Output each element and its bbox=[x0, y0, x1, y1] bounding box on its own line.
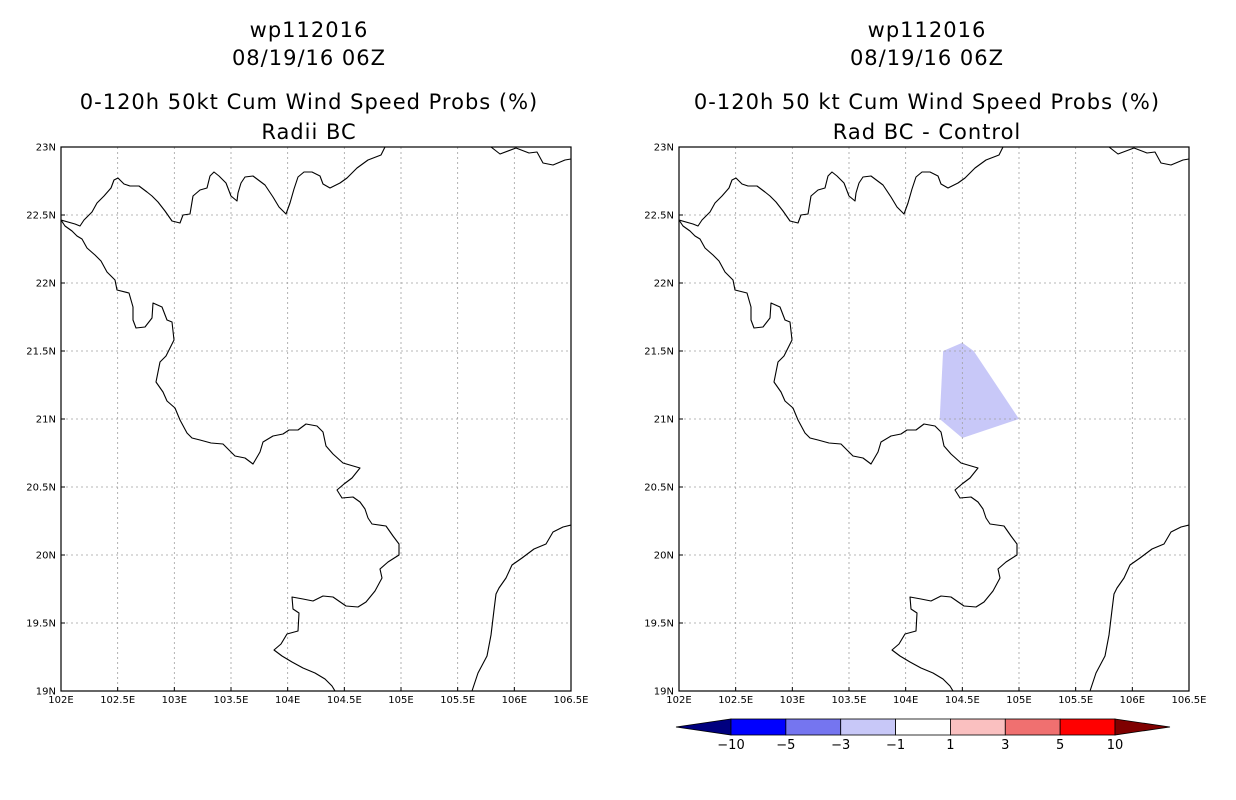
y-tick-label: 21.5N bbox=[644, 347, 674, 358]
colorbar-label: 3 bbox=[1001, 738, 1009, 753]
panel-title-line4: Radii BC bbox=[261, 120, 357, 144]
border-line bbox=[490, 147, 571, 166]
panel-title-line3: 0-120h 50kt Cum Wind Speed Probs (%) bbox=[79, 90, 539, 114]
colorbar-swatch bbox=[730, 718, 787, 736]
x-tick-label: 106.5E bbox=[554, 695, 589, 706]
x-tick-label: 102E bbox=[666, 695, 691, 706]
border-line bbox=[61, 219, 400, 691]
x-tick-label: 105.5E bbox=[440, 695, 475, 706]
colorbar-label: −1 bbox=[886, 738, 905, 753]
colorbar-swatch bbox=[675, 718, 732, 736]
x-tick-label: 104.5E bbox=[327, 695, 362, 706]
left-panel: wp112016 08/19/16 06Z 0-120h 50kt Cum Wi… bbox=[26, 18, 589, 707]
colorbar-swatch bbox=[1114, 718, 1171, 736]
x-tick-label: 105E bbox=[1006, 695, 1031, 706]
panel-title-line1: wp112016 bbox=[867, 18, 987, 42]
colorbar-label: −10 bbox=[717, 738, 744, 753]
colorbar-swatch bbox=[1004, 718, 1061, 736]
coastline-border bbox=[61, 147, 571, 691]
y-tick-label: 19.5N bbox=[644, 619, 674, 630]
y-tick-label: 22N bbox=[36, 279, 56, 290]
y-tick-label: 23N bbox=[36, 143, 56, 154]
x-tick-label: 103.5E bbox=[214, 695, 249, 706]
border-line bbox=[679, 219, 1018, 691]
x-tick-label: 103E bbox=[162, 695, 187, 706]
y-tick-label: 19N bbox=[36, 687, 56, 698]
x-tick-label: 104.5E bbox=[945, 695, 980, 706]
y-tick-label: 19N bbox=[654, 687, 674, 698]
x-tick-label: 105E bbox=[388, 695, 413, 706]
border-line bbox=[1108, 147, 1189, 166]
colorbar-swatch bbox=[840, 718, 896, 736]
y-tick-label: 20.5N bbox=[26, 483, 56, 494]
y-tick-label: 22.5N bbox=[26, 211, 56, 222]
x-tick-label: 102.5E bbox=[718, 695, 753, 706]
map-plot: 102E 102.5E 103E 103.5E 104E 104.5E 105E 105.5E… bbox=[644, 143, 1207, 707]
gridlines bbox=[679, 147, 1189, 691]
colorbar-label: 1 bbox=[946, 738, 954, 753]
x-tick-label: 103.5E bbox=[832, 695, 867, 706]
probability-shaded-area bbox=[939, 342, 1019, 438]
colorbar-swatch bbox=[1059, 718, 1116, 736]
x-tick-label: 106E bbox=[502, 695, 527, 706]
colorbar: −10 −5 −3 −1 1 3 5 10 bbox=[675, 718, 1171, 753]
y-tick-label: 20N bbox=[654, 551, 674, 562]
panel-title-line2: 08/19/16 06Z bbox=[231, 46, 387, 70]
x-tick-label: 106E bbox=[1120, 695, 1145, 706]
y-tick-label: 23N bbox=[654, 143, 674, 154]
colorbar-label: 10 bbox=[1107, 738, 1124, 753]
gridlines bbox=[61, 147, 571, 691]
x-tick-label: 106.5E bbox=[1172, 695, 1207, 706]
y-tick-label: 21N bbox=[36, 415, 56, 426]
y-tick-label: 22N bbox=[654, 279, 674, 290]
y-tick-label: 21N bbox=[654, 415, 674, 426]
y-tick-label: 20N bbox=[36, 551, 56, 562]
coastline-border bbox=[679, 147, 1189, 691]
colorbar-label: −3 bbox=[831, 738, 850, 753]
panel-title-line4: Rad BC - Control bbox=[832, 120, 1022, 144]
x-tick-label: 102E bbox=[48, 695, 73, 706]
colorbar-label: −5 bbox=[776, 738, 795, 753]
x-tick-label: 103E bbox=[780, 695, 805, 706]
x-tick-label: 104E bbox=[893, 695, 918, 706]
colorbar-swatch bbox=[785, 718, 842, 736]
colorbar-swatch bbox=[950, 718, 1006, 736]
panel-title-line1: wp112016 bbox=[249, 18, 369, 42]
panel-title-line3: 0-120h 50 kt Cum Wind Speed Probs (%) bbox=[693, 90, 1161, 114]
y-tick-label: 20.5N bbox=[644, 483, 674, 494]
border-line bbox=[471, 524, 571, 691]
x-tick-label: 105.5E bbox=[1058, 695, 1093, 706]
map-plot: 102E 102.5E 103E 103.5E 104E 104.5E 105E 105.5E… bbox=[26, 143, 589, 707]
colorbar-label: 5 bbox=[1056, 738, 1064, 753]
border-line bbox=[679, 147, 1004, 227]
x-tick-label: 104E bbox=[275, 695, 300, 706]
border-line bbox=[61, 147, 386, 227]
x-tick-label: 102.5E bbox=[100, 695, 135, 706]
right-panel: wp112016 08/19/16 06Z 0-120h 50 kt Cum W… bbox=[618, 0, 1236, 800]
y-tick-label: 21.5N bbox=[26, 347, 56, 358]
panel-title-line2: 08/19/16 06Z bbox=[849, 46, 1005, 70]
y-tick-label: 22.5N bbox=[644, 211, 674, 222]
colorbar-swatch bbox=[895, 718, 951, 736]
y-tick-label: 19.5N bbox=[26, 619, 56, 630]
border-line bbox=[1089, 524, 1189, 691]
